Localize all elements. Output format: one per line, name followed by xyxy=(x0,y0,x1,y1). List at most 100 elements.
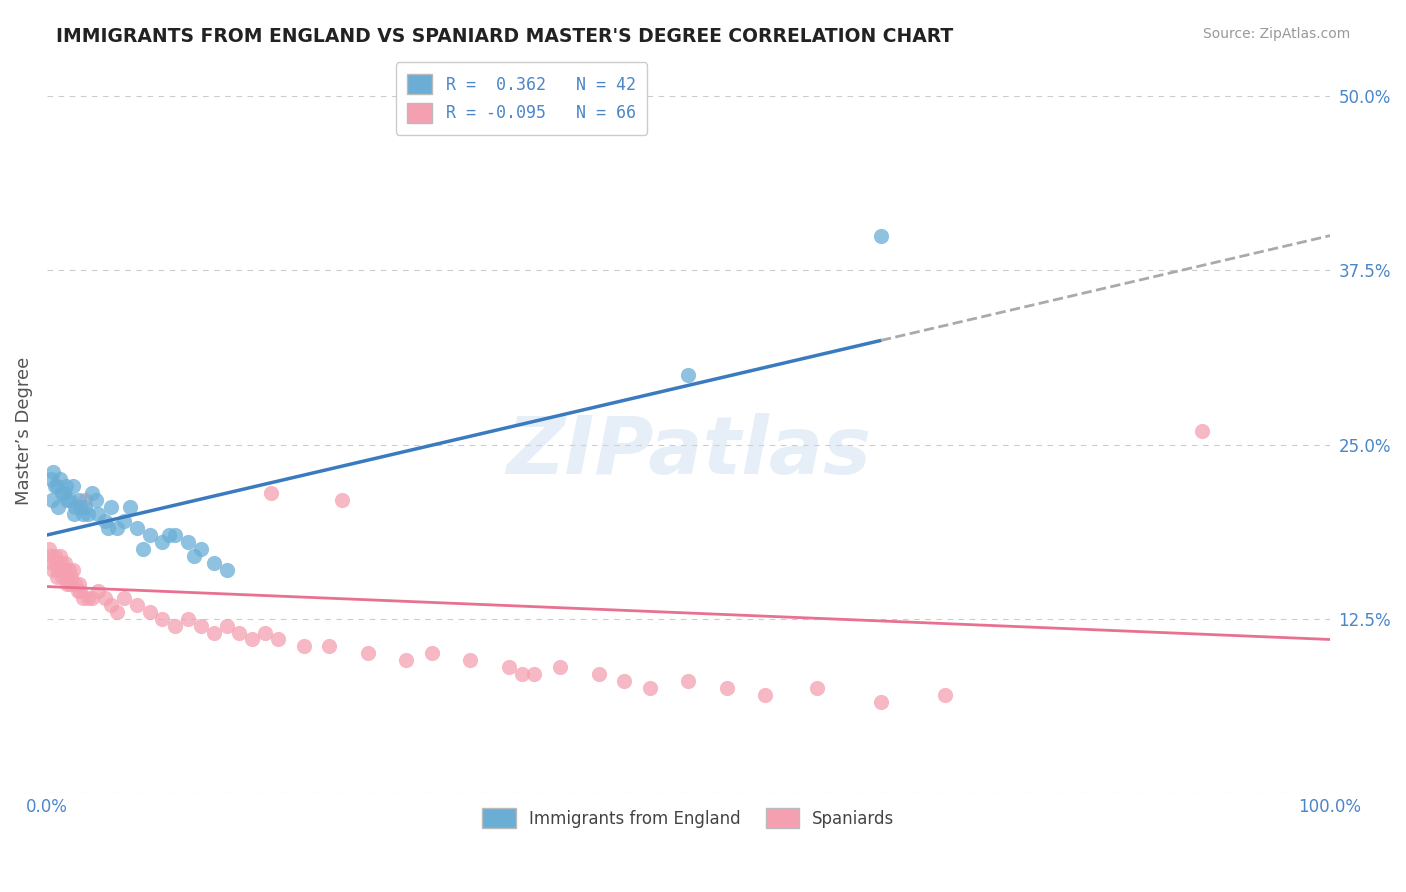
Point xyxy=(44,479,66,493)
Point xyxy=(190,541,212,556)
Point xyxy=(228,625,250,640)
Point xyxy=(100,500,122,515)
Point xyxy=(460,653,482,667)
Point xyxy=(75,493,97,508)
Point xyxy=(638,681,661,696)
Point xyxy=(498,660,520,674)
Point xyxy=(97,521,120,535)
Point xyxy=(63,576,86,591)
Point xyxy=(523,667,546,681)
Point xyxy=(125,521,148,535)
Point xyxy=(77,591,100,605)
Point xyxy=(934,688,956,702)
Point xyxy=(112,591,135,605)
Point xyxy=(51,486,73,500)
Text: IMMIGRANTS FROM ENGLAND VS SPANIARD MASTER'S DEGREE CORRELATION CHART: IMMIGRANTS FROM ENGLAND VS SPANIARD MAST… xyxy=(56,27,953,45)
Point xyxy=(59,493,82,508)
Point xyxy=(754,688,776,702)
Point xyxy=(202,556,225,570)
Point xyxy=(177,535,200,549)
Point xyxy=(112,514,135,528)
Point xyxy=(1191,424,1213,438)
Point xyxy=(395,653,418,667)
Point xyxy=(100,598,122,612)
Point xyxy=(60,570,83,584)
Point xyxy=(202,625,225,640)
Point xyxy=(53,556,76,570)
Point xyxy=(42,563,65,577)
Point xyxy=(183,549,205,563)
Point xyxy=(138,528,160,542)
Point xyxy=(132,541,155,556)
Point xyxy=(93,514,115,528)
Point xyxy=(49,556,72,570)
Point xyxy=(253,625,276,640)
Point xyxy=(165,528,187,542)
Point xyxy=(87,583,110,598)
Point xyxy=(330,493,353,508)
Y-axis label: Master’s Degree: Master’s Degree xyxy=(15,357,32,505)
Point xyxy=(75,500,97,515)
Point xyxy=(58,563,80,577)
Point xyxy=(120,500,142,515)
Legend: Immigrants from England, Spaniards: Immigrants from England, Spaniards xyxy=(475,801,901,835)
Point xyxy=(48,500,70,515)
Point xyxy=(72,591,94,605)
Point xyxy=(42,466,65,480)
Point xyxy=(215,563,238,577)
Point xyxy=(48,563,70,577)
Point xyxy=(62,479,84,493)
Point xyxy=(48,472,70,486)
Point xyxy=(59,576,82,591)
Point xyxy=(77,507,100,521)
Point xyxy=(318,640,340,654)
Point xyxy=(80,486,103,500)
Point xyxy=(55,570,77,584)
Point xyxy=(150,535,173,549)
Text: ZIPatlas: ZIPatlas xyxy=(506,413,870,491)
Point xyxy=(39,472,62,486)
Point xyxy=(510,667,533,681)
Point xyxy=(67,576,90,591)
Point xyxy=(93,591,115,605)
Point xyxy=(62,563,84,577)
Point xyxy=(150,611,173,625)
Point xyxy=(240,632,263,647)
Point xyxy=(165,618,187,632)
Point xyxy=(84,493,107,508)
Point xyxy=(613,674,636,689)
Point xyxy=(41,493,63,508)
Point xyxy=(870,695,893,709)
Text: Source: ZipAtlas.com: Source: ZipAtlas.com xyxy=(1202,27,1350,41)
Point xyxy=(678,674,700,689)
Point xyxy=(69,500,91,515)
Point xyxy=(292,640,315,654)
Point xyxy=(48,549,70,563)
Point xyxy=(157,528,180,542)
Point xyxy=(107,521,129,535)
Point xyxy=(215,618,238,632)
Point xyxy=(63,500,86,515)
Point xyxy=(190,618,212,632)
Point xyxy=(69,583,91,598)
Point xyxy=(66,583,89,598)
Point xyxy=(267,632,290,647)
Point xyxy=(39,549,62,563)
Point xyxy=(107,605,129,619)
Point xyxy=(588,667,610,681)
Point xyxy=(67,493,90,508)
Point xyxy=(56,493,79,508)
Point xyxy=(870,228,893,243)
Point xyxy=(72,507,94,521)
Point xyxy=(806,681,828,696)
Point xyxy=(125,598,148,612)
Point xyxy=(44,549,66,563)
Point xyxy=(420,647,443,661)
Point xyxy=(177,611,200,625)
Point xyxy=(63,507,86,521)
Point xyxy=(38,541,60,556)
Point xyxy=(716,681,738,696)
Point xyxy=(51,570,73,584)
Point xyxy=(56,576,79,591)
Point xyxy=(52,563,75,577)
